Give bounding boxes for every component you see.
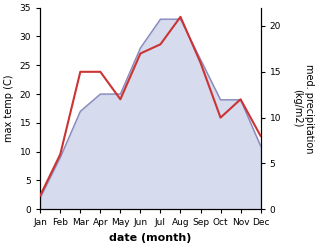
X-axis label: date (month): date (month) [109,233,192,243]
Y-axis label: max temp (C): max temp (C) [4,75,14,142]
Y-axis label: med. precipitation
(kg/m2): med. precipitation (kg/m2) [292,64,314,153]
